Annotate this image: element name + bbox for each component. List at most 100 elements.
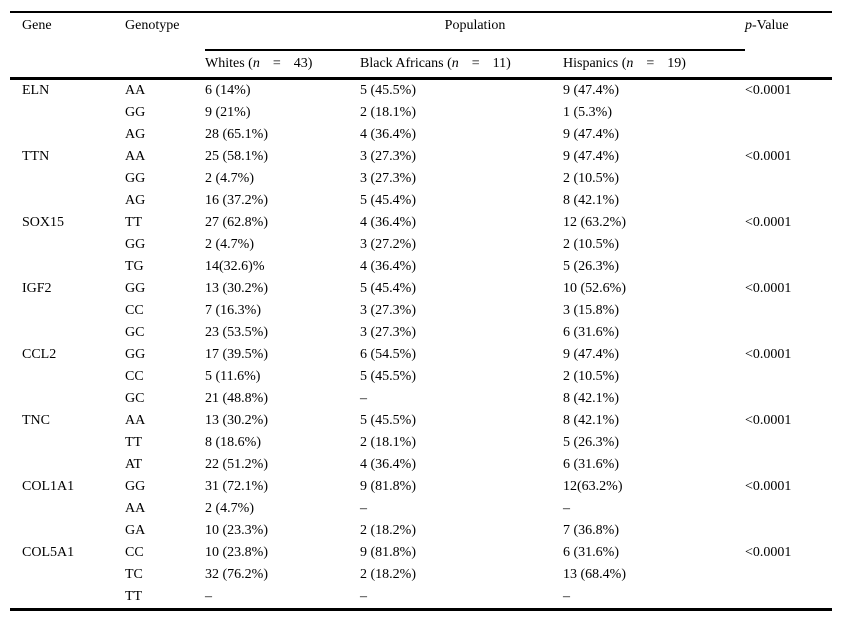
genotype-cell: TT (125, 589, 143, 604)
genotype-cell: AA (125, 149, 146, 164)
genotype-cell: TT (125, 215, 143, 230)
hispanics-cell: 6 (31.6%) (563, 457, 619, 472)
genotype-cell: CC (125, 369, 144, 384)
whites-cell: 28 (65.1%) (205, 127, 268, 142)
black-africans-column-header: Black Africans (n = 11) (360, 50, 563, 80)
whites-n-symbol: n (252, 56, 260, 71)
hispanics-cell: 1 (5.3%) (563, 105, 612, 120)
black-africans-cell: 3 (27.2%) (360, 237, 416, 252)
table-row: GC 21 (48.8%) – 8 (42.1%) (10, 388, 832, 410)
p-value-cell (745, 454, 832, 476)
hispanics-cell: 2 (10.5%) (563, 171, 619, 186)
black-africans-count: 11) (492, 56, 511, 71)
black-africans-cell: – (360, 589, 367, 604)
whites-cell: 13 (30.2%) (205, 413, 268, 428)
gene-cell (10, 300, 125, 322)
hispanics-cell: 3 (15.8%) (563, 303, 619, 318)
gene-cell (10, 564, 125, 586)
gene-cell (10, 256, 125, 278)
black-africans-cell: 5 (45.5%) (360, 83, 416, 98)
genotype-column-header: Genotype (125, 12, 205, 80)
gene-cell (10, 234, 125, 256)
p-value-cell (745, 102, 832, 124)
table-row: CC 7 (16.3%) 3 (27.3%) 3 (15.8%) (10, 300, 832, 322)
black-africans-cell: 5 (45.5%) (360, 369, 416, 384)
gene-column-header: Gene (10, 12, 125, 80)
table-row: TNC AA 13 (30.2%) 5 (45.5%) 8 (42.1%) <0.0001 (10, 410, 832, 432)
p-value-italic-p: p (745, 18, 753, 33)
genotype-cell: GA (125, 523, 146, 538)
black-africans-cell: 6 (54.5%) (360, 347, 416, 362)
genotype-cell: AG (125, 127, 146, 142)
whites-cell: 17 (39.5%) (205, 347, 268, 362)
whites-cell: 14(32.6)% (205, 259, 265, 274)
p-value-cell: <0.0001 (745, 149, 792, 164)
black-africans-cell: 4 (36.4%) (360, 127, 416, 142)
gene-cell (10, 454, 125, 476)
gene-cell: TTN (22, 149, 50, 164)
black-africans-equals: = (471, 56, 480, 71)
whites-cell: 27 (62.8%) (205, 215, 268, 230)
genotype-frequency-table: Gene Genotype Population p-Value Whites … (10, 11, 833, 611)
p-value-cell: <0.0001 (745, 413, 792, 428)
p-value-cell (745, 520, 832, 542)
whites-cell: 23 (53.5%) (205, 325, 268, 340)
hispanics-cell: 12 (63.2%) (563, 215, 626, 230)
table-header: Gene Genotype Population p-Value Whites … (10, 12, 833, 80)
black-africans-cell: 4 (36.4%) (360, 215, 416, 230)
black-africans-cell: 9 (81.8%) (360, 545, 416, 560)
genotype-cell: AA (125, 501, 146, 516)
table-row: GG 2 (4.7%) 3 (27.2%) 2 (10.5%) (10, 234, 832, 256)
table-row: COL1A1 GG 31 (72.1%) 9 (81.8%) 12(63.2%) <0.0… (10, 476, 832, 498)
table-row: TTN AA 25 (58.1%) 3 (27.3%) 9 (47.4%) <0.0001 (10, 146, 832, 168)
whites-cell: 10 (23.3%) (205, 523, 268, 538)
gene-cell (10, 102, 125, 124)
whites-cell: 8 (18.6%) (205, 435, 261, 450)
genotype-cell: GG (125, 281, 146, 296)
table-row: GA 10 (23.3%) 2 (18.2%) 7 (36.8%) (10, 520, 832, 542)
gene-cell (10, 322, 125, 344)
table-row: AG 16 (37.2%) 5 (45.4%) 8 (42.1%) (10, 190, 832, 212)
p-value-cell (745, 234, 832, 256)
table-row: TC 32 (76.2%) 2 (18.2%) 13 (68.4%) (10, 564, 832, 586)
genotype-cell: GG (125, 479, 146, 494)
black-africans-cell: 4 (36.4%) (360, 457, 416, 472)
black-africans-cell: 2 (18.1%) (360, 435, 416, 450)
whites-cell: 2 (4.7%) (205, 237, 254, 252)
p-value-cell (745, 564, 832, 586)
black-africans-cell: 9 (81.8%) (360, 479, 416, 494)
p-value-cell (745, 388, 832, 410)
genotype-cell: AA (125, 83, 146, 98)
hispanics-n-symbol: n (626, 56, 634, 71)
hispanics-cell: 9 (47.4%) (563, 149, 619, 164)
whites-cell: 16 (37.2%) (205, 193, 268, 208)
gene-cell: ELN (22, 83, 50, 98)
hispanics-count: 19) (667, 56, 686, 71)
genotype-cell: GG (125, 105, 146, 120)
hispanics-cell: 5 (26.3%) (563, 435, 619, 450)
black-africans-cell: 2 (18.1%) (360, 105, 416, 120)
p-value-rest: -Value (752, 18, 789, 33)
genotype-cell: GC (125, 391, 145, 406)
hispanics-equals: = (646, 56, 655, 71)
p-value-cell: <0.0001 (745, 347, 792, 362)
whites-cell: 5 (11.6%) (205, 369, 261, 384)
table-row: TT – – – (10, 586, 832, 610)
hispanics-cell: 5 (26.3%) (563, 259, 619, 274)
p-value-cell (745, 366, 832, 388)
genotype-cell: CC (125, 545, 144, 560)
genotype-cell: GG (125, 347, 146, 362)
p-value-cell: <0.0001 (745, 281, 792, 296)
header-row-sub: Whites (n = 43) Black Africans (n = 11) Hisp… (10, 50, 832, 80)
header-row-top: Gene Genotype Population p-Value (10, 12, 833, 80)
gene-cell (10, 586, 125, 610)
population-spanner-header: Population (205, 12, 746, 51)
population-label: Population (444, 18, 506, 33)
genotype-cell: AA (125, 413, 146, 428)
hispanics-cell: 2 (10.5%) (563, 237, 619, 252)
hispanics-cell: – (563, 501, 570, 516)
whites-count: 43) (293, 56, 313, 71)
genotype-cell: TT (125, 435, 143, 450)
whites-cell: 31 (72.1%) (205, 479, 268, 494)
